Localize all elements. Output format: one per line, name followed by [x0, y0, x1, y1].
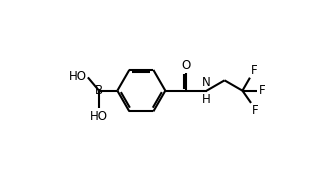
Text: F: F — [259, 84, 265, 97]
Text: O: O — [181, 59, 191, 72]
Text: N: N — [202, 76, 211, 89]
Text: HO: HO — [90, 110, 108, 123]
Text: B: B — [95, 84, 103, 97]
Text: F: F — [251, 64, 257, 77]
Text: HO: HO — [69, 70, 87, 83]
Text: F: F — [252, 104, 258, 117]
Text: H: H — [202, 93, 211, 106]
